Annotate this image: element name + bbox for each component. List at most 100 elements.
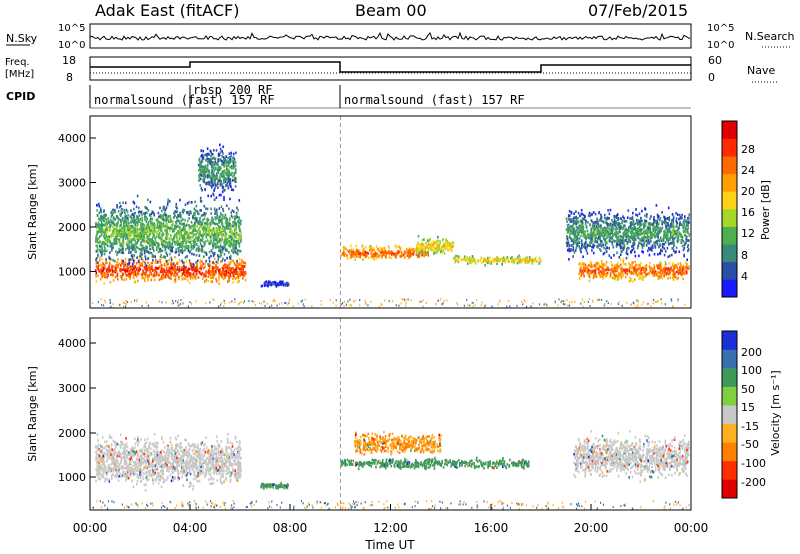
echo-cell <box>398 250 401 254</box>
echo-cell <box>211 160 214 164</box>
echo-cell <box>608 236 611 240</box>
echo-cell <box>145 249 147 253</box>
echo-cell <box>101 247 103 251</box>
echo-cell <box>103 228 106 232</box>
echo-cell <box>196 236 199 240</box>
echo-cell <box>126 236 129 240</box>
echo-cell <box>212 275 215 279</box>
echo-cell <box>639 231 641 234</box>
echo-cell <box>167 262 169 266</box>
echo-cell <box>240 265 243 268</box>
echo-cell <box>615 264 618 267</box>
echo-cell <box>211 280 214 284</box>
echo-cell <box>186 255 188 258</box>
echo-cell <box>205 253 208 256</box>
echo-cell <box>189 210 192 213</box>
echo-cell <box>688 216 690 219</box>
echo-cell <box>185 238 187 242</box>
echo-cell <box>159 259 161 262</box>
noise-search-label: N.Search <box>745 30 795 43</box>
echo-cell <box>676 213 679 216</box>
echo-cell <box>664 266 667 270</box>
echo-cell <box>149 229 151 232</box>
echo-cell <box>157 273 160 277</box>
echo-cell <box>102 262 105 265</box>
echo-cell <box>131 248 133 252</box>
echo-cell <box>415 249 418 253</box>
echo-cell <box>678 269 680 273</box>
echo-cell <box>203 177 206 181</box>
echo-cell <box>201 260 203 263</box>
echo-cell <box>191 229 194 233</box>
echo-cell <box>229 156 231 159</box>
echo-cell <box>215 271 217 275</box>
echo-cell <box>141 239 144 242</box>
echo-cell <box>179 211 181 215</box>
echo-cell <box>161 275 163 278</box>
echo-cell <box>454 256 456 259</box>
echo-cell <box>219 268 221 271</box>
echo-cell <box>498 259 500 263</box>
echo-cell <box>222 232 225 236</box>
echo-cell <box>186 230 188 234</box>
echo-cell <box>205 236 208 239</box>
echo-cell <box>223 169 226 173</box>
station-title: Adak East (fitACF) <box>95 1 239 20</box>
echo-cell <box>686 262 688 266</box>
echo-cell <box>200 248 203 252</box>
echo-cell <box>418 243 420 247</box>
echo-cell <box>153 213 155 217</box>
echo-cell <box>244 278 247 282</box>
echo-cell <box>144 230 147 234</box>
echo-cell <box>123 208 125 212</box>
echo-cell <box>216 215 218 219</box>
echo-cell <box>681 268 684 272</box>
echo-cell <box>98 249 101 252</box>
echo-cell <box>647 272 650 275</box>
echo-cell <box>212 271 215 275</box>
echo-cell <box>152 240 155 244</box>
echo-cell <box>687 249 689 253</box>
echo-cell <box>226 218 229 221</box>
echo-cell <box>201 234 204 237</box>
echo-cell <box>665 262 667 266</box>
echo-cell <box>648 265 651 268</box>
echo-cell <box>623 233 626 236</box>
echo-cell <box>616 265 619 269</box>
echo-cell <box>200 225 202 229</box>
echo-cell <box>146 229 148 233</box>
echo-cell <box>222 188 225 192</box>
echo-cell <box>188 259 191 262</box>
echo-cell <box>195 269 198 273</box>
echo-cell <box>113 227 115 231</box>
echo-cell <box>342 246 345 249</box>
echo-cell <box>668 230 670 233</box>
echo-cell <box>113 238 116 241</box>
echo-cell <box>670 235 672 239</box>
echo-cell <box>196 247 199 251</box>
echo-cell <box>167 273 169 276</box>
echo-cell <box>435 242 437 245</box>
echo-cell <box>196 225 198 228</box>
echo-cell <box>227 244 230 247</box>
echo-cell <box>667 206 670 210</box>
echo-cell <box>575 239 577 243</box>
echo-cell <box>161 217 164 221</box>
echo-cell <box>205 231 207 234</box>
echo-cell <box>234 161 237 164</box>
echo-cell <box>616 232 619 235</box>
echo-cell <box>342 252 345 255</box>
echo-cell <box>166 254 169 257</box>
echo-cell <box>226 256 228 260</box>
echo-cell <box>145 257 147 261</box>
echo-cell <box>220 212 222 215</box>
echo-cell <box>414 247 416 251</box>
echo-cell <box>445 238 447 242</box>
echo-cell <box>575 220 577 224</box>
echo-cell <box>222 155 225 159</box>
echo-cell <box>117 229 119 232</box>
echo-cell <box>660 267 662 271</box>
echo-cell <box>207 279 210 283</box>
echo-cell <box>621 274 624 277</box>
echo-cell <box>626 252 629 256</box>
